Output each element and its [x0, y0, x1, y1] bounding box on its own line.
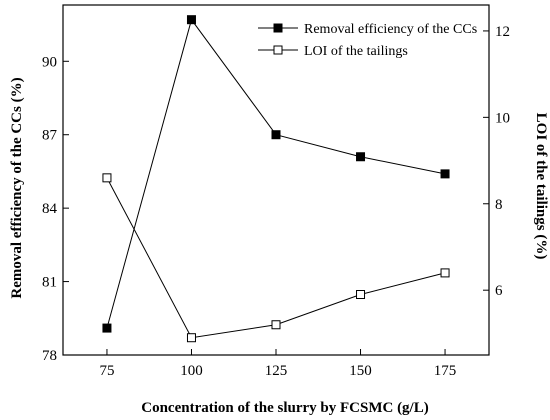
x-tick-label: 150	[349, 363, 372, 379]
y-tick-label: 81	[42, 275, 57, 291]
series-2-point	[102, 173, 112, 183]
y2-tick-label: 8	[495, 197, 503, 213]
series-1-point	[440, 169, 450, 179]
series-line-2	[106, 177, 446, 339]
x-tick-label: 100	[180, 363, 203, 379]
x-tick-label: 125	[265, 363, 288, 379]
legend-marker-2	[273, 45, 283, 55]
y-tick-label: 87	[42, 128, 58, 144]
series-2-point	[271, 320, 281, 330]
y-tick-label: 90	[42, 54, 57, 70]
y2-tick-label: 6	[495, 283, 503, 299]
y2-tick-label: 12	[495, 24, 510, 40]
y-tick-label: 78	[42, 348, 57, 364]
legend-marker-1	[273, 23, 283, 33]
series-1-point	[186, 15, 196, 25]
legend-label-1: Removal efficiency of the CCs	[304, 22, 477, 37]
legend-label-2: LOI of the tailings	[304, 44, 408, 59]
x-tick-label: 175	[434, 363, 457, 379]
series-line-1	[106, 18, 446, 329]
series-2-point	[186, 333, 196, 343]
series-2-point	[440, 268, 450, 278]
x-tick-label: 75	[99, 363, 114, 379]
y2-tick-label: 10	[495, 110, 510, 126]
series-1-point	[356, 152, 366, 162]
x-axis-title: Concentration of the slurry by FCSMC (g/…	[141, 400, 428, 416]
y2-axis-title: LOI of the tailings (%)	[533, 113, 549, 260]
series-1-point	[102, 323, 112, 333]
series-2-point	[356, 290, 366, 300]
y-tick-label: 84	[42, 201, 58, 217]
series-1-point	[271, 130, 281, 140]
plot-frame	[62, 4, 490, 356]
y-axis-title: Removal efficiency of the CCs (%)	[9, 77, 25, 298]
